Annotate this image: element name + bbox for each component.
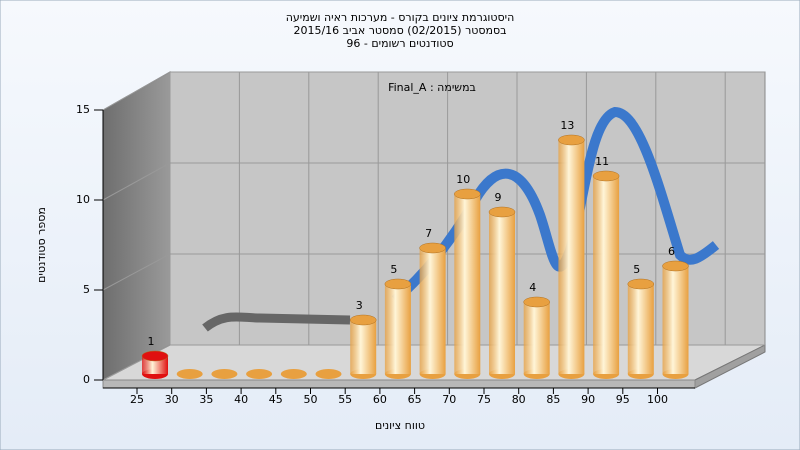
bar-group: 6 bbox=[662, 245, 689, 379]
x-tick-label: 65 bbox=[408, 393, 422, 406]
bar-group: 9 bbox=[488, 191, 516, 379]
bar-cap bbox=[558, 134, 585, 146]
bar-group: 5 bbox=[627, 263, 655, 379]
bar bbox=[593, 176, 620, 374]
value-label: 4 bbox=[529, 281, 536, 294]
value-label: 1 bbox=[148, 335, 155, 348]
bar bbox=[489, 212, 515, 374]
x-tick-label: 30 bbox=[165, 393, 179, 406]
chart-subtitle: בסמסטר (02/2015) סמסטר אביב 2015/16 bbox=[293, 24, 506, 37]
grid-line bbox=[102, 71, 171, 111]
x-tick-label: 40 bbox=[234, 393, 248, 406]
x-tick-label: 75 bbox=[477, 393, 491, 406]
bar-cap bbox=[454, 188, 481, 200]
bar bbox=[523, 302, 550, 374]
bar-base bbox=[246, 369, 273, 379]
value-label: 10 bbox=[456, 173, 470, 186]
bar-base bbox=[280, 369, 307, 379]
curve-flat bbox=[202, 312, 351, 332]
x-tick-label: 100 bbox=[647, 393, 668, 406]
grid-line bbox=[102, 253, 171, 291]
bar bbox=[627, 284, 654, 374]
bar-group: 7 bbox=[419, 227, 446, 379]
x-tick-label: 50 bbox=[304, 393, 318, 406]
bar-group bbox=[315, 369, 342, 379]
y-tick-label: 5 bbox=[83, 283, 90, 296]
bar-cap bbox=[662, 260, 689, 272]
bar-cap bbox=[141, 350, 169, 362]
left-wall bbox=[102, 71, 171, 381]
annotation: Final_A : במשימה bbox=[388, 81, 476, 94]
value-label: 7 bbox=[425, 227, 432, 240]
bar-group bbox=[211, 369, 238, 379]
value-label: 3 bbox=[356, 299, 363, 312]
bar-group bbox=[280, 369, 307, 379]
x-tick-label: 35 bbox=[199, 393, 213, 406]
x-tick-label: 55 bbox=[338, 393, 352, 406]
bar-group: 4 bbox=[523, 281, 550, 379]
value-label: 13 bbox=[560, 119, 574, 132]
bar-cap bbox=[349, 314, 377, 326]
x-tick-label: 95 bbox=[616, 393, 630, 406]
bar-group bbox=[246, 369, 273, 379]
bar bbox=[454, 194, 481, 374]
bar bbox=[384, 284, 411, 374]
x-tick-label: 80 bbox=[512, 393, 526, 406]
value-label: 9 bbox=[495, 191, 502, 204]
y-tick-label: 10 bbox=[76, 193, 90, 206]
x-tick-label: 60 bbox=[373, 393, 387, 406]
bar-group: 3 bbox=[349, 299, 377, 379]
bar-cap bbox=[488, 206, 516, 218]
value-label: 6 bbox=[668, 245, 675, 258]
bar-cap bbox=[384, 278, 412, 290]
x-tick-label: 85 bbox=[546, 393, 560, 406]
bar-cap bbox=[419, 242, 446, 254]
bar-group bbox=[176, 369, 203, 379]
bar-cap bbox=[523, 296, 550, 308]
x-axis-label: טווח ציונים bbox=[375, 419, 425, 432]
bar bbox=[419, 248, 446, 374]
bar bbox=[350, 320, 377, 374]
x-tick-label: 90 bbox=[581, 393, 595, 406]
bar-group: 5 bbox=[384, 263, 412, 379]
bar-group: 11 bbox=[592, 155, 620, 379]
y-tick-label: 0 bbox=[83, 373, 90, 386]
grid-line bbox=[102, 162, 171, 201]
bar-base bbox=[211, 369, 238, 379]
bar-base bbox=[315, 369, 342, 379]
value-label: 5 bbox=[390, 263, 397, 276]
bar-base bbox=[176, 369, 203, 379]
chart-title: היסטוגרמת ציונים בקורס - מערכות ראיה ושמ… bbox=[286, 11, 515, 24]
y-tick-label: 15 bbox=[76, 103, 90, 116]
bar-group: 13 bbox=[558, 119, 585, 379]
floor-front bbox=[102, 379, 696, 389]
y-axis-label: מספר סטודנטים bbox=[35, 207, 48, 283]
grid-line bbox=[102, 344, 171, 381]
bar-cap bbox=[592, 170, 620, 182]
bar-group: 1 bbox=[141, 335, 169, 379]
bar bbox=[662, 266, 689, 374]
value-label: 11 bbox=[595, 155, 609, 168]
bar-group: 10 bbox=[454, 173, 481, 379]
value-label: 5 bbox=[633, 263, 640, 276]
x-tick-label: 25 bbox=[130, 393, 144, 406]
chart-subtitle: סטודנטים רשומים - 96 bbox=[346, 37, 453, 50]
bar-cap bbox=[627, 278, 655, 290]
x-tick-label: 70 bbox=[442, 393, 456, 406]
bar bbox=[558, 140, 585, 374]
x-tick-label: 45 bbox=[269, 393, 283, 406]
